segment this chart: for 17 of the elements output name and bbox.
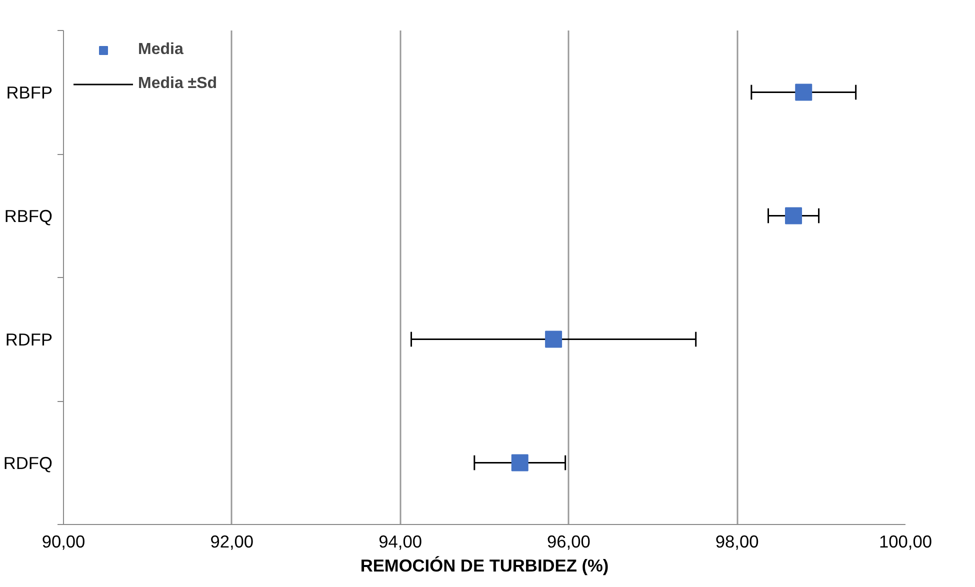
point (511, 454, 528, 472)
x-axis-title: REMOCIÓN DE TURBIDEZ (%) (360, 556, 609, 576)
x-tick-label: 100,00 (879, 532, 932, 552)
annotation: Media ±Sd (138, 75, 218, 93)
x-tick-label: 90,00 (42, 532, 86, 552)
y-tick-label: RBFP (6, 82, 53, 102)
point (795, 84, 812, 101)
point (545, 330, 562, 348)
x-tick-label: 94,00 (378, 532, 422, 552)
y-tick-label: RBFQ (4, 206, 53, 226)
y-tick-label: RDFQ (3, 452, 53, 473)
point (785, 207, 802, 224)
x-tick-label: 92,00 (210, 532, 254, 552)
x-tick-label: 96,00 (547, 532, 590, 552)
y-tick-label: RDFP (5, 329, 52, 350)
x-tick-label: 98,00 (715, 532, 759, 552)
legend-label: Media (138, 41, 184, 59)
